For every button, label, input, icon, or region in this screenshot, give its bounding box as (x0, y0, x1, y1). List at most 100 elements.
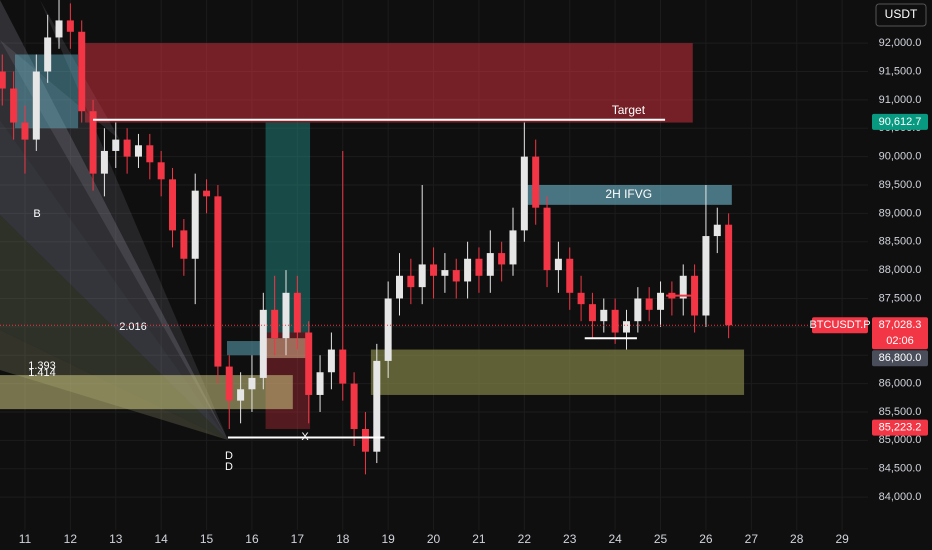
candle-body (361, 428, 369, 452)
candle-body (713, 224, 721, 237)
x-tick-label: 12 (64, 532, 78, 546)
zone (370, 349, 745, 395)
candle-body (44, 37, 52, 72)
zone (84, 43, 693, 123)
y-tick-label: 87,500.0 (879, 292, 922, 304)
y-tick-label: 86,000.0 (879, 378, 922, 390)
candle-body (588, 304, 596, 322)
candle-body (554, 258, 562, 271)
candle-body (146, 145, 154, 163)
candle-body (430, 264, 438, 276)
x-tick-label: 26 (699, 532, 713, 546)
annotation: B (33, 208, 40, 220)
y-tick-label: 84,000.0 (879, 491, 922, 503)
candle-body (66, 20, 74, 32)
candle-body (441, 270, 449, 276)
level-label: Target (612, 103, 646, 117)
x-tick-label: 27 (745, 532, 759, 546)
price-badge-label: 90,612.7 (879, 116, 922, 128)
candle-body (679, 275, 687, 299)
candle-body (180, 230, 188, 259)
zone-label: 2H IFVG (605, 187, 652, 201)
symbol-label: BTCUSDT.P (809, 319, 870, 331)
price-badge-label: 86,800.0 (879, 352, 922, 364)
x-tick-label: 20 (427, 532, 441, 546)
candles (0, 0, 733, 475)
candle-body (498, 253, 506, 265)
symbol-badge (812, 317, 868, 334)
candle-body (55, 20, 63, 38)
candle-body (248, 377, 256, 390)
candle-body (384, 298, 392, 361)
price-badge-label: 87,028.3 (879, 319, 922, 331)
y-tick-label: 89,000.0 (879, 207, 922, 219)
candle-body (237, 389, 245, 401)
annotation: 2.016 (119, 321, 147, 333)
y-tick-label: 88,500.0 (879, 236, 922, 248)
x-tick-label: 28 (790, 532, 804, 546)
y-tick-label: 84,500.0 (879, 463, 922, 475)
price-badge (872, 317, 928, 350)
x-tick-label: 21 (472, 532, 486, 546)
candle-body (327, 349, 335, 373)
fan-sector (0, 0, 228, 440)
y-tick-label: 91,000.0 (879, 94, 922, 106)
candle-body (622, 321, 630, 333)
candle-body (339, 349, 347, 384)
y-tick-label: 88,000.0 (879, 264, 922, 276)
candle-body (32, 71, 40, 140)
x-tick-label: 23 (563, 532, 577, 546)
annotation: X (301, 431, 309, 443)
x-tick-label: 15 (200, 532, 214, 546)
price-badge (872, 419, 928, 436)
candle-body (509, 230, 517, 265)
grid (0, 0, 868, 530)
price-badge-label: 85,223.2 (879, 422, 922, 434)
candle-body (373, 360, 381, 452)
y-tick-label: 85,500.0 (879, 406, 922, 418)
candle-body (725, 224, 733, 326)
currency-box[interactable] (875, 3, 927, 27)
x-tick-label: 29 (835, 532, 849, 546)
candle-body (702, 236, 710, 316)
candle-body (214, 196, 222, 367)
candle-body (657, 292, 665, 310)
candle-body (452, 270, 460, 282)
candle-body (418, 264, 426, 288)
x-tick-label: 22 (518, 532, 532, 546)
annotation: D (225, 450, 233, 462)
price-badge (872, 350, 928, 367)
candle-body (157, 162, 165, 180)
candle-body (634, 298, 642, 322)
candle-body (259, 309, 267, 378)
candle-body (271, 309, 279, 339)
y-tick-label: 89,500.0 (879, 179, 922, 191)
candle-body (543, 207, 551, 271)
x-tick-label: 25 (654, 532, 668, 546)
annotation: 1.414 (28, 367, 56, 379)
annotation: D (225, 461, 233, 473)
candle-body (112, 139, 120, 151)
candle-body (0, 71, 6, 89)
currency[interactable]: USDT (885, 7, 918, 21)
candle-body (407, 275, 415, 288)
y-tick-label: 90,000.0 (879, 151, 922, 163)
candle-body (464, 258, 472, 282)
candle-body (78, 31, 86, 112)
price-badge (872, 113, 928, 130)
fan-sector (0, 0, 228, 440)
candle-body (611, 309, 619, 333)
candle-body (577, 292, 585, 305)
candle-body (10, 88, 18, 123)
candle-body (123, 139, 131, 157)
candle-body (566, 258, 574, 293)
candle-body (350, 383, 358, 429)
candle-body (532, 156, 540, 208)
fan-sector (0, 120, 228, 440)
countdown: 02:06 (886, 335, 914, 347)
candle-body (600, 309, 608, 322)
zone (525, 184, 732, 205)
x-tick-label: 16 (245, 532, 259, 546)
